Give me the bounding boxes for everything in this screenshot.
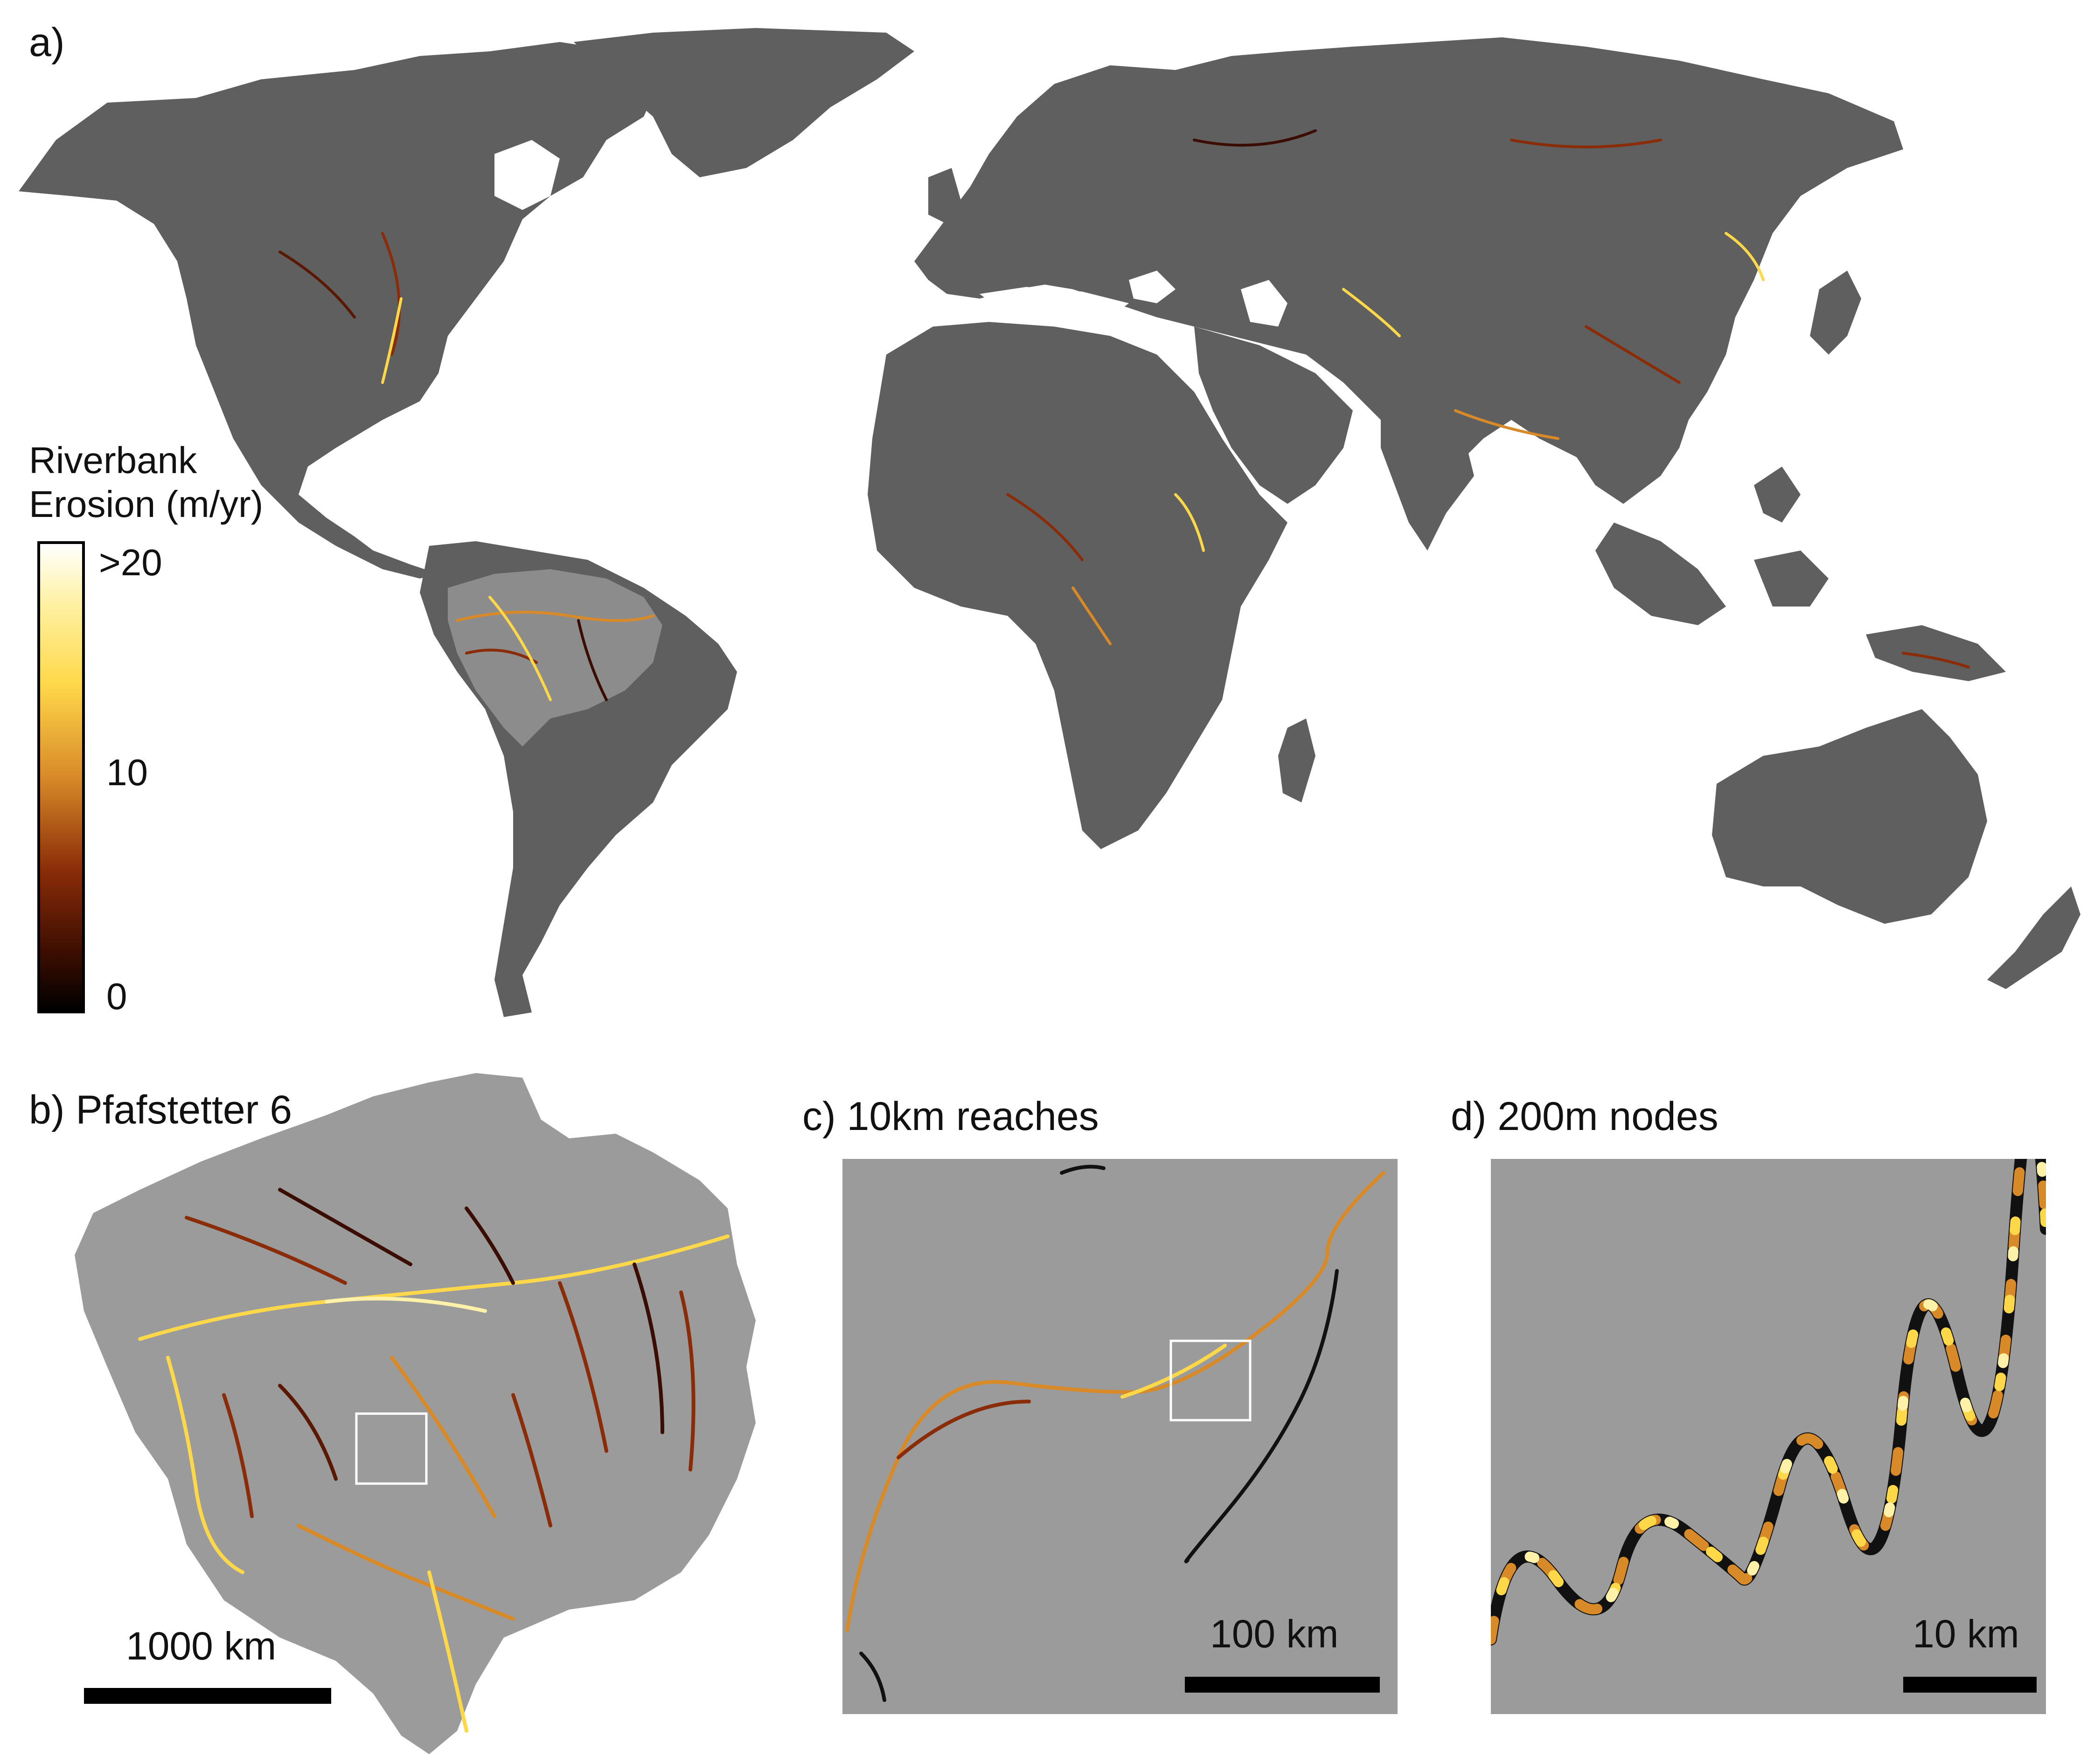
panel-c-map (842, 1159, 1398, 1714)
panel-d-label: d) 200m nodes (1451, 1094, 1718, 1139)
colorbar-tick-mid: 10 (106, 752, 148, 793)
panel-d-map (1491, 1159, 2046, 1714)
amazon-basin-map (75, 1073, 756, 1754)
panel-c-inset-box (1169, 1339, 1252, 1422)
panel-b-scale-label: 1000 km (126, 1624, 277, 1668)
panel-d-scale-bar (1903, 1677, 2037, 1693)
panel-c-label: c) 10km reaches (802, 1094, 1099, 1139)
panel-a-label: a) (29, 20, 65, 65)
arabia-landmass (1194, 327, 1353, 504)
india-landmass (1381, 401, 1474, 551)
panel-b-inset-box (355, 1412, 428, 1485)
panel-c-scale-label: 100 km (1210, 1612, 1339, 1656)
panel-b-scale-bar (84, 1688, 331, 1704)
erosion-colorbar (37, 541, 85, 1013)
world-map (19, 28, 2080, 1017)
southeast-asia-islands (1595, 523, 1726, 625)
panel-c-scale-bar (1185, 1677, 1380, 1693)
legend-title: Riverbank Erosion (m/yr) (29, 439, 264, 525)
colorbar-tick-min: 0 (106, 976, 127, 1017)
australia-landmass (1712, 709, 1987, 924)
africa-landmass (868, 322, 1287, 849)
panel-b-label: b) Pfafstetter 6 (29, 1088, 292, 1132)
greenland-landmass (574, 28, 914, 177)
panel-d-scale-label: 10 km (1913, 1612, 2019, 1656)
eurasia-landmass (914, 37, 1903, 504)
colorbar-tick-max: >20 (99, 542, 162, 583)
madagascar-landmass (1278, 718, 1315, 802)
